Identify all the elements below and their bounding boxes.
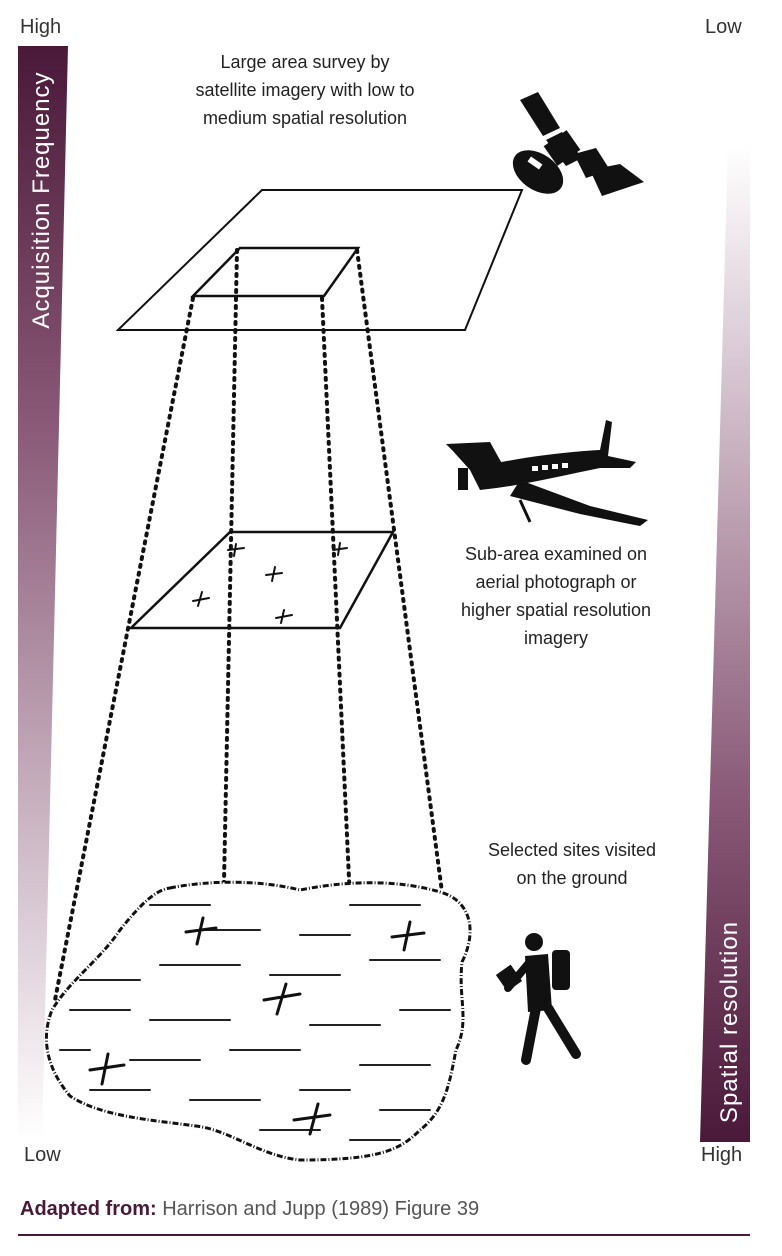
caption-line: higher spatial resolution	[460, 600, 652, 620]
ground-texture	[59, 904, 451, 1141]
resolution-low-label: Low	[705, 16, 742, 38]
acquisition-frequency-label: Acquisition Frequency	[28, 71, 55, 329]
source-prefix: Adapted from:	[20, 1198, 157, 1220]
satellite-subarea-plane	[190, 246, 361, 298]
satellite-caption: Large area survey by satellite imagery w…	[160, 48, 450, 132]
satellite-icon	[512, 92, 644, 196]
caption-line: imagery	[523, 628, 589, 648]
caption-line: on the ground	[516, 868, 628, 888]
divider	[18, 1234, 750, 1236]
resolution-bar	[700, 146, 750, 1142]
airplane-icon	[446, 420, 648, 526]
aerial-site-marks	[192, 542, 348, 624]
caption-line: medium spatial resolution	[202, 108, 408, 128]
spatial-resolution-label: Spatial resolution	[716, 920, 743, 1124]
aerial-caption: Sub-area examined on aerial photograph o…	[440, 540, 672, 652]
frequency-high-label: High	[20, 16, 62, 38]
source-text: Harrison and Jupp (1989) Figure 39	[162, 1198, 480, 1220]
resolution-high-label: High	[701, 1144, 743, 1166]
frequency-low-label: Low	[24, 1144, 61, 1166]
ground-area	[44, 880, 472, 1162]
frequency-bar	[18, 46, 68, 1140]
caption-line: satellite imagery with low to	[195, 80, 415, 100]
caption-line: aerial photograph or	[475, 572, 637, 592]
satellite-footprint-plane	[115, 189, 524, 331]
caption-line: Large area survey by	[220, 52, 390, 72]
hiker-icon	[495, 933, 581, 1065]
source-citation: Adapted from: Harrison and Jupp (1989) F…	[20, 1198, 479, 1221]
ground-site-marks	[88, 916, 426, 1136]
caption-line: Sub-area examined on	[464, 544, 648, 564]
caption-line: Selected sites visited	[487, 840, 657, 860]
projection-lines	[53, 248, 444, 1002]
ground-caption: Selected sites visited on the ground	[462, 836, 682, 892]
aerial-photo-plane	[127, 530, 396, 630]
